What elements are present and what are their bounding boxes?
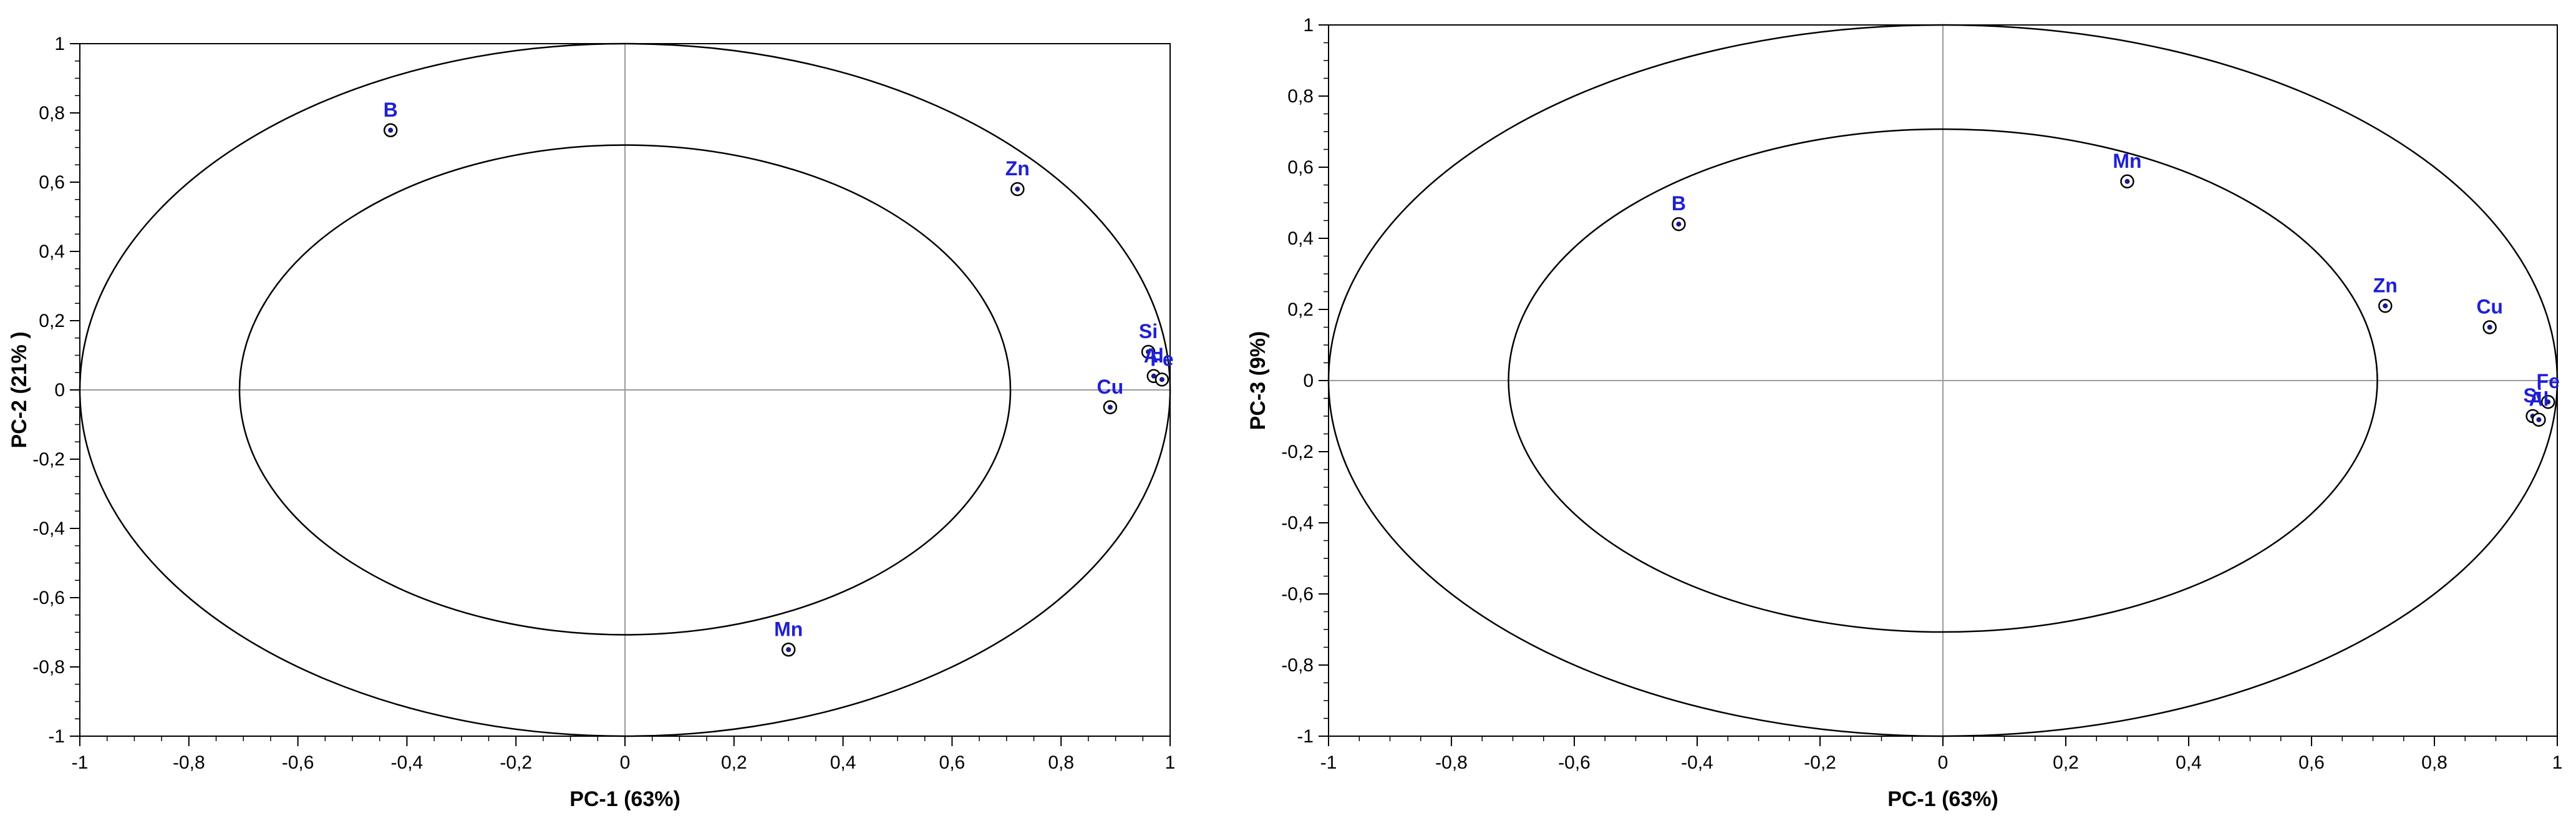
y-tick-label: 1 (54, 34, 65, 54)
y-tick-label: 0,2 (39, 311, 65, 331)
point-label: Fe (2537, 370, 2560, 392)
point-label: B (1672, 192, 1686, 215)
x-tick-label: -0,6 (1558, 752, 1591, 773)
x-tick-label: 0,6 (2298, 752, 2325, 773)
point-label: Mn (774, 618, 803, 640)
point-label: Si (2523, 384, 2542, 407)
y-tick-label: -1 (1297, 726, 1314, 747)
point-label: Zn (1005, 157, 1030, 180)
inner-circle (238, 144, 1012, 636)
chart-panel-1: -1 -0,8 -0,6 -0,4 -0,2 0 0,2 0,4 0,6 0,8 1 -1 -0,8 -0… (7, 34, 1175, 811)
y-tick-label: 0,2 (1287, 299, 1314, 320)
point-b: B (384, 99, 398, 137)
point-b: B (1672, 192, 1686, 231)
point-al: Al (2529, 388, 2549, 427)
y-tick-label: 0 (1303, 371, 1314, 391)
x-tick-label: -1 (1320, 752, 1337, 773)
point-label: Mn (2113, 150, 2141, 172)
point-label: Cu (1097, 376, 1124, 398)
y-tick-label: -0,4 (1281, 513, 1314, 533)
y-tick-label: 0,4 (39, 241, 65, 262)
y-tick-label: -0,2 (32, 449, 65, 470)
x-tick-label: 0,4 (2176, 752, 2202, 773)
x-tick-label: 1 (2552, 752, 2563, 773)
x-tick-label: -0,4 (1681, 752, 1713, 773)
point-dot (2536, 417, 2542, 422)
y-axis-label: PC-3 (9%) (1246, 331, 1270, 430)
chart-panel-2: -1 -0,8 -0,6 -0,4 -0,2 0 0,2 0,4 0,6 0,8 1 -1 -0,8 -0… (1246, 15, 2562, 811)
point-zn: Zn (1005, 157, 1030, 197)
point-dot (1151, 373, 1156, 379)
point-label: Si (1139, 320, 1158, 343)
x-tick-label: 1 (1165, 752, 1176, 773)
point-zn: Zn (2373, 274, 2398, 313)
x-tick-label: 0,2 (721, 752, 747, 773)
x-tick-label: 0,4 (830, 752, 856, 773)
point-si: Si (2523, 384, 2542, 424)
point-cu: Cu (1097, 376, 1124, 414)
x-tick-label: 0 (620, 752, 631, 773)
x-tick-label: 0 (1938, 752, 1949, 773)
y-tick-label: -0,8 (32, 657, 65, 678)
point-label: B (384, 99, 398, 121)
y-axis-label: PC-2 (21% ) (7, 331, 31, 448)
x-tick-label: -1 (72, 752, 89, 773)
x-tick-label: 0,8 (2421, 752, 2448, 773)
x-tick-label: 0,2 (2053, 752, 2079, 773)
y-tick-label: 0,6 (39, 172, 65, 193)
y-tick-label: -0,6 (1281, 584, 1314, 605)
y-tick-label: -0,8 (1281, 655, 1314, 676)
point-label: Al (1144, 344, 1164, 367)
point-label: Al (2529, 388, 2549, 411)
y-tick-label: 0,6 (1287, 157, 1314, 178)
point-dot (1015, 187, 1020, 192)
point-mn: Mn (774, 618, 803, 657)
point-dot (2383, 303, 2388, 309)
point-mn: Mn (2113, 150, 2142, 189)
y-tick-label: -0,4 (32, 518, 65, 539)
point-dot (1146, 349, 1151, 354)
y-tick-label: -0,2 (1281, 442, 1314, 462)
y-tick-label: 0,8 (1287, 86, 1314, 107)
x-tick-label: -0,4 (391, 752, 424, 773)
y-tick-label: -0,6 (32, 588, 65, 608)
point-label: Cu (2476, 296, 2503, 318)
point-dot (1107, 404, 1113, 410)
x-axis-label: PC-1 (63%) (1887, 787, 1998, 811)
x-tick-label: 0,8 (1048, 752, 1074, 773)
point-dot (2487, 324, 2492, 330)
point-dot (1159, 377, 1165, 382)
y-tick-label: 0,8 (39, 103, 65, 124)
x-tick-label: 0,6 (939, 752, 966, 773)
point-label: Fe (1150, 347, 1173, 370)
y-tick-label: -1 (48, 726, 65, 747)
point-dot (388, 127, 394, 133)
y-tick-label: 0,4 (1287, 228, 1314, 249)
point-dot (2545, 399, 2551, 405)
x-tick-label: -0,6 (282, 752, 314, 773)
point-fe: Fe (2537, 370, 2560, 409)
x-tick-label: -0,8 (1435, 752, 1468, 773)
x-tick-label: -0,2 (500, 752, 532, 773)
y-tick-label: 0 (54, 380, 65, 401)
inner-circle (1508, 128, 2378, 633)
x-axis-label: PC-1 (63%) (569, 787, 680, 811)
point-dot (786, 647, 792, 653)
point-cu: Cu (2476, 296, 2503, 334)
point-fe: Fe (1150, 347, 1174, 387)
point-dot (2124, 178, 2130, 184)
y-tick-label: 1 (1303, 15, 1314, 36)
point-label: Zn (2373, 274, 2398, 296)
x-tick-label: -0,2 (1804, 752, 1836, 773)
point-si: Si (1139, 320, 1158, 359)
point-dot (1676, 221, 1682, 227)
x-tick-label: -0,8 (173, 752, 205, 773)
